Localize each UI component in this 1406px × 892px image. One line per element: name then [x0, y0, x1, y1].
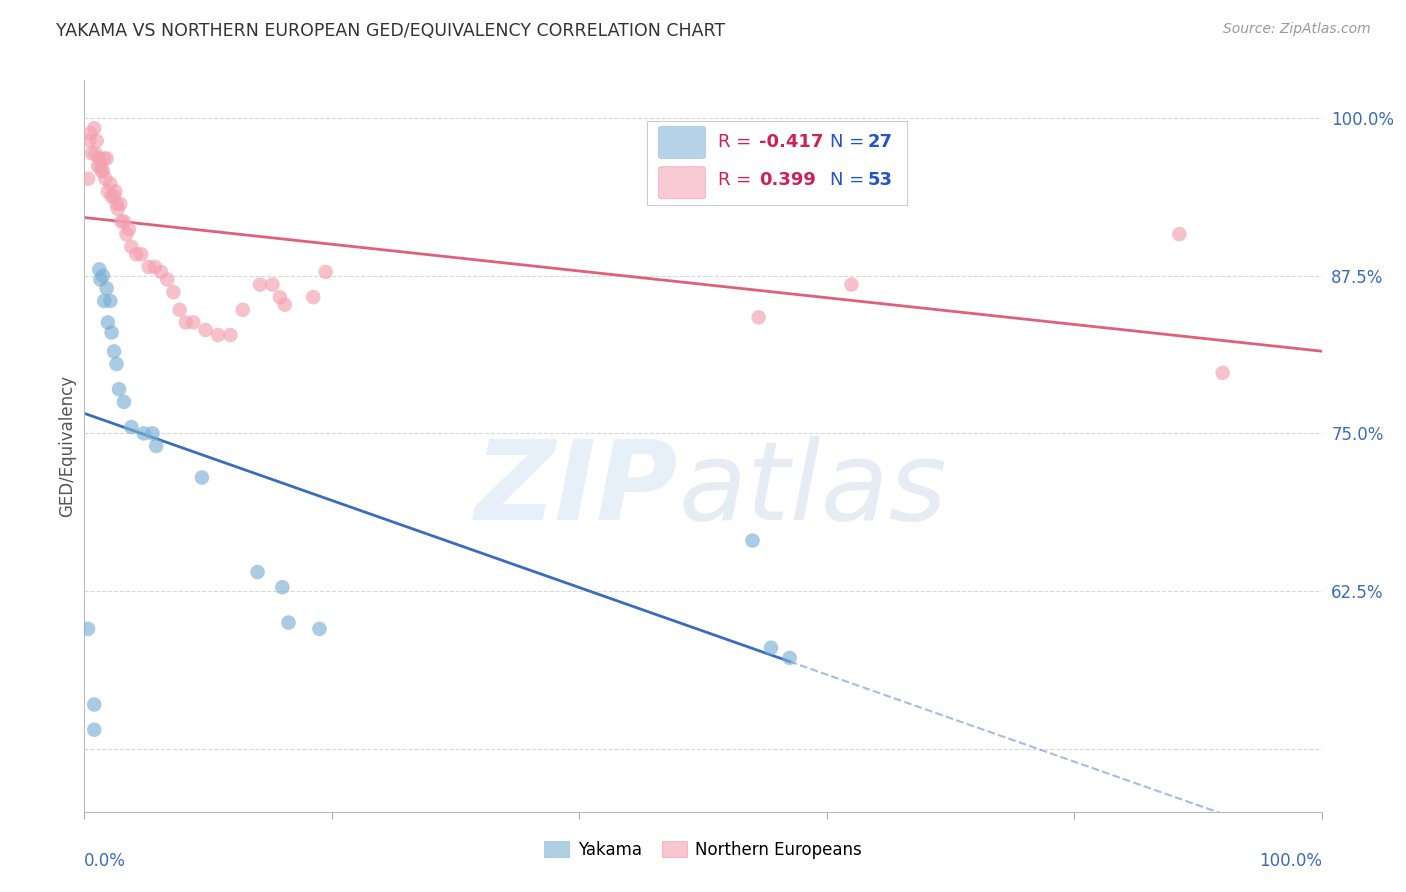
Point	[169, 302, 191, 317]
Point	[315, 265, 337, 279]
Point	[96, 152, 118, 166]
Point	[271, 580, 294, 594]
Point	[132, 426, 155, 441]
Point	[93, 293, 115, 308]
Point	[110, 197, 132, 211]
Text: -0.417: -0.417	[759, 134, 823, 152]
Point	[89, 159, 111, 173]
FancyBboxPatch shape	[647, 120, 907, 204]
Text: R =: R =	[718, 134, 756, 152]
Point	[174, 315, 197, 329]
Point	[150, 265, 173, 279]
Point	[83, 723, 105, 737]
Text: N =: N =	[831, 171, 870, 189]
Point	[77, 171, 100, 186]
Text: 53: 53	[868, 171, 893, 189]
Text: N =: N =	[831, 134, 870, 152]
Point	[105, 357, 128, 371]
Point	[145, 439, 167, 453]
Point	[115, 227, 138, 241]
Point	[232, 302, 254, 317]
Point	[83, 121, 105, 136]
Point	[143, 260, 166, 274]
Point	[118, 222, 141, 236]
Point	[308, 622, 330, 636]
Point	[181, 315, 204, 329]
Point	[748, 310, 770, 325]
Point	[191, 470, 214, 484]
Point	[103, 189, 125, 203]
Point	[107, 202, 129, 216]
Point	[219, 328, 242, 343]
Point	[162, 285, 184, 300]
Point	[141, 426, 163, 441]
Point	[129, 247, 152, 261]
Y-axis label: GED/Equivalency: GED/Equivalency	[58, 375, 76, 517]
Point	[112, 395, 135, 409]
Point	[274, 298, 297, 312]
Point	[841, 277, 863, 292]
Point	[91, 268, 114, 283]
Point	[120, 420, 142, 434]
Point	[100, 326, 122, 340]
Point	[108, 382, 131, 396]
Point	[120, 240, 142, 254]
Point	[97, 315, 120, 329]
Point	[77, 622, 100, 636]
Point	[704, 152, 727, 166]
Point	[89, 262, 111, 277]
Point	[110, 214, 132, 228]
FancyBboxPatch shape	[658, 127, 706, 159]
Text: 0.0%: 0.0%	[84, 852, 127, 870]
Point	[100, 189, 122, 203]
Point	[249, 277, 271, 292]
Text: YAKAMA VS NORTHERN EUROPEAN GED/EQUIVALENCY CORRELATION CHART: YAKAMA VS NORTHERN EUROPEAN GED/EQUIVALE…	[56, 22, 725, 40]
Point	[156, 272, 179, 286]
Point	[90, 164, 112, 178]
Point	[89, 272, 111, 286]
Point	[207, 328, 229, 343]
Point	[1212, 366, 1234, 380]
Point	[125, 247, 148, 261]
Point	[86, 134, 108, 148]
Point	[84, 146, 107, 161]
Point	[269, 290, 291, 304]
Point	[89, 152, 111, 166]
Point	[779, 651, 801, 665]
Text: 100.0%: 100.0%	[1258, 852, 1322, 870]
Point	[97, 184, 120, 198]
Text: 27: 27	[868, 134, 893, 152]
Point	[262, 277, 284, 292]
Point	[277, 615, 299, 630]
Text: atlas: atlas	[678, 436, 946, 543]
Text: R =: R =	[718, 171, 762, 189]
Point	[93, 152, 115, 166]
Point	[1168, 227, 1191, 241]
FancyBboxPatch shape	[658, 167, 706, 199]
Text: 0.399: 0.399	[759, 171, 815, 189]
Point	[112, 214, 135, 228]
Point	[83, 698, 105, 712]
Point	[246, 565, 269, 579]
Point	[79, 134, 101, 148]
Text: Source: ZipAtlas.com: Source: ZipAtlas.com	[1223, 22, 1371, 37]
Point	[194, 323, 217, 337]
Text: ZIP: ZIP	[475, 436, 678, 543]
Point	[87, 159, 110, 173]
Point	[759, 640, 782, 655]
Legend: Yakama, Northern Europeans: Yakama, Northern Europeans	[537, 834, 869, 865]
Point	[103, 344, 125, 359]
Point	[741, 533, 763, 548]
Point	[138, 260, 160, 274]
Point	[98, 293, 121, 308]
Point	[80, 146, 103, 161]
Point	[96, 281, 118, 295]
Point	[79, 126, 101, 140]
Point	[91, 164, 114, 178]
Point	[302, 290, 325, 304]
Point	[104, 184, 127, 198]
Point	[105, 197, 128, 211]
Point	[94, 171, 117, 186]
Point	[98, 177, 121, 191]
